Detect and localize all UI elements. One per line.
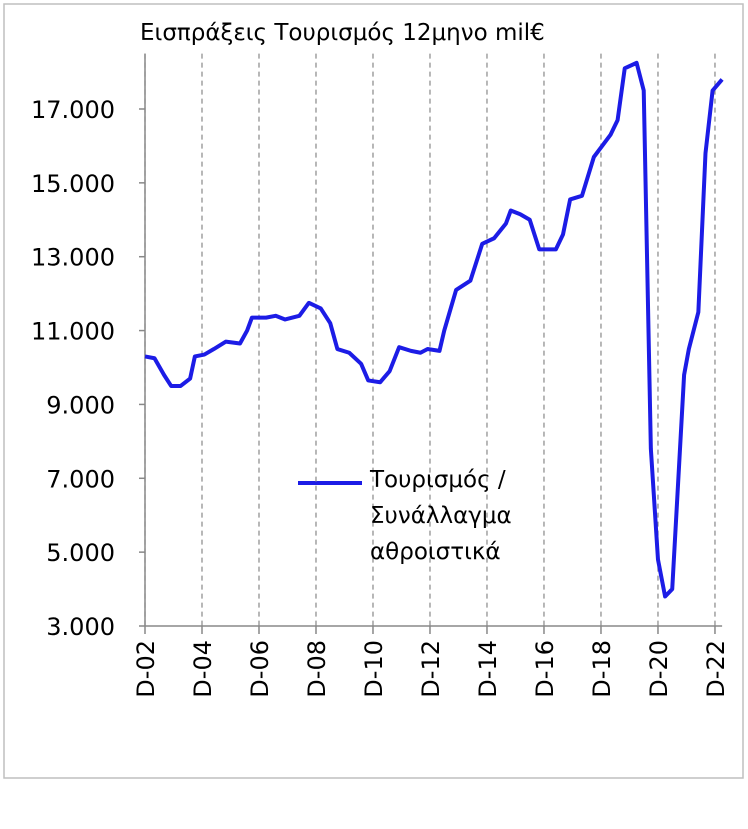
y-tick-label: 15.000	[31, 170, 115, 198]
y-tick-label: 5.000	[46, 539, 115, 567]
y-tick-label: 11.000	[31, 318, 115, 346]
y-tick-label: 9.000	[46, 391, 115, 419]
legend-label: Τουρισμός / Συνάλλαγμα αθροιστικά	[370, 467, 512, 565]
y-tick-label: 17.000	[31, 96, 115, 124]
series-line	[144, 60, 724, 599]
x-tick-label: D-16	[531, 640, 559, 698]
x-tick-label: D-10	[360, 640, 388, 698]
x-tick-label: D-06	[246, 640, 274, 698]
y-tick-label: 7.000	[46, 465, 115, 493]
x-tick-label: D-12	[417, 640, 445, 698]
x-tick-label: D-20	[645, 640, 673, 698]
y-tick-label: 3.000	[46, 613, 115, 641]
y-tick-label: 13.000	[31, 244, 115, 272]
x-tick-label: D-22	[702, 640, 730, 698]
x-tick-label: D-02	[132, 640, 160, 698]
x-tick-label: D-08	[303, 640, 331, 698]
x-tick-label: D-18	[588, 640, 616, 698]
x-tick-label: D-14	[474, 640, 502, 698]
x-tick-label: D-04	[189, 640, 217, 698]
chart-title: Εισπράξεις Τουρισμός 12μηνο mil€	[140, 20, 545, 46]
